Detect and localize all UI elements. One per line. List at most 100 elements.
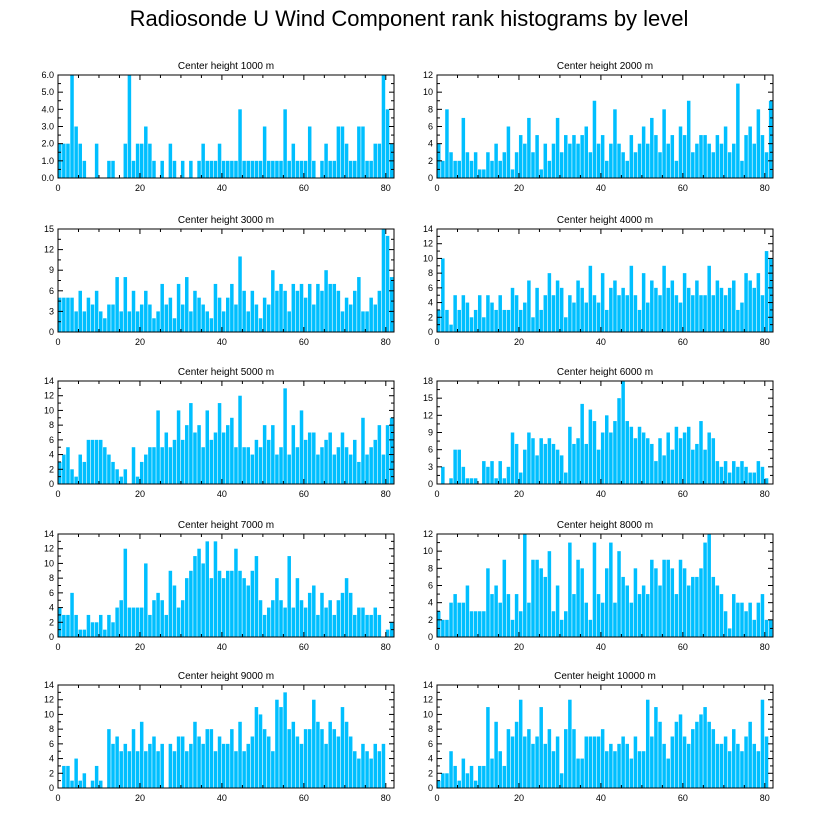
bar (662, 109, 666, 178)
bar (66, 765, 70, 788)
bar (111, 160, 115, 178)
bar (477, 169, 482, 178)
bar (320, 447, 324, 484)
bar (531, 152, 535, 178)
bar (217, 736, 222, 788)
bar (707, 143, 711, 178)
bar (279, 707, 283, 788)
bar (307, 592, 312, 637)
y-tick-label: 8 (428, 268, 433, 278)
bar (658, 721, 662, 788)
bar (572, 135, 576, 178)
bar (98, 780, 103, 788)
bar (98, 311, 103, 332)
bar (650, 280, 654, 332)
bar (760, 135, 765, 178)
bar (437, 780, 441, 788)
bar (369, 614, 373, 637)
bar (316, 283, 320, 332)
bar (131, 290, 136, 332)
bar (135, 607, 140, 637)
y-tick-label: 10 (423, 709, 433, 719)
bar (320, 729, 324, 788)
bar (514, 295, 519, 332)
bar (502, 478, 507, 484)
bar (695, 576, 699, 637)
bar (250, 570, 255, 637)
bar (736, 743, 740, 788)
bar (547, 160, 552, 178)
bar (123, 548, 128, 637)
bar (287, 454, 291, 484)
bar (180, 736, 185, 788)
bar (592, 421, 597, 484)
bar (527, 602, 531, 637)
bar (678, 438, 683, 484)
bar (449, 602, 453, 637)
x-tick-label: 40 (217, 183, 227, 193)
bar (678, 714, 683, 788)
bar (340, 432, 345, 484)
bar (613, 421, 617, 484)
bar (361, 743, 365, 788)
bar (226, 743, 230, 788)
bar (107, 304, 111, 332)
bar (86, 614, 91, 637)
x-tick-label: 60 (299, 489, 309, 499)
bar (670, 736, 675, 788)
bar (131, 160, 136, 178)
bar (156, 592, 160, 637)
bar (559, 455, 564, 484)
bar (176, 736, 181, 788)
bar (152, 160, 156, 178)
y-tick-label: 3 (49, 306, 54, 316)
bar (160, 600, 164, 637)
bar (674, 295, 679, 332)
bar (357, 461, 361, 484)
bar (373, 743, 378, 788)
bar (719, 287, 724, 332)
bar (193, 721, 197, 788)
bar (295, 290, 300, 332)
bar (555, 117, 560, 178)
bar (727, 628, 732, 637)
bar (518, 135, 523, 178)
bar (576, 143, 580, 178)
bar (78, 629, 82, 637)
bar (625, 743, 629, 788)
bar (744, 135, 748, 178)
bar (246, 447, 250, 484)
y-tick-label: 6 (49, 286, 54, 296)
bar (123, 469, 128, 484)
bar (494, 585, 498, 637)
bar (654, 568, 658, 637)
bar (613, 280, 617, 332)
bar (502, 309, 507, 332)
bar (344, 578, 349, 637)
bar (303, 160, 308, 178)
bar (70, 780, 74, 788)
bar (686, 426, 691, 484)
y-tick-label: 12 (423, 70, 433, 80)
bar (596, 736, 601, 788)
bar (633, 295, 638, 332)
bar (324, 743, 328, 788)
x-tick-label: 80 (381, 183, 391, 193)
bar (670, 568, 675, 637)
bar (246, 585, 250, 637)
bar (90, 622, 95, 637)
bar (160, 447, 164, 484)
bar (662, 265, 666, 332)
bar (336, 447, 341, 484)
x-tick-label: 60 (299, 183, 309, 193)
bar (344, 447, 349, 484)
bar (242, 447, 246, 484)
bar (369, 758, 373, 788)
bar (695, 721, 699, 788)
bar (275, 578, 279, 637)
bar (678, 302, 683, 332)
bar (119, 751, 123, 788)
bar (283, 388, 287, 484)
bar (527, 432, 531, 484)
bar (715, 585, 720, 637)
